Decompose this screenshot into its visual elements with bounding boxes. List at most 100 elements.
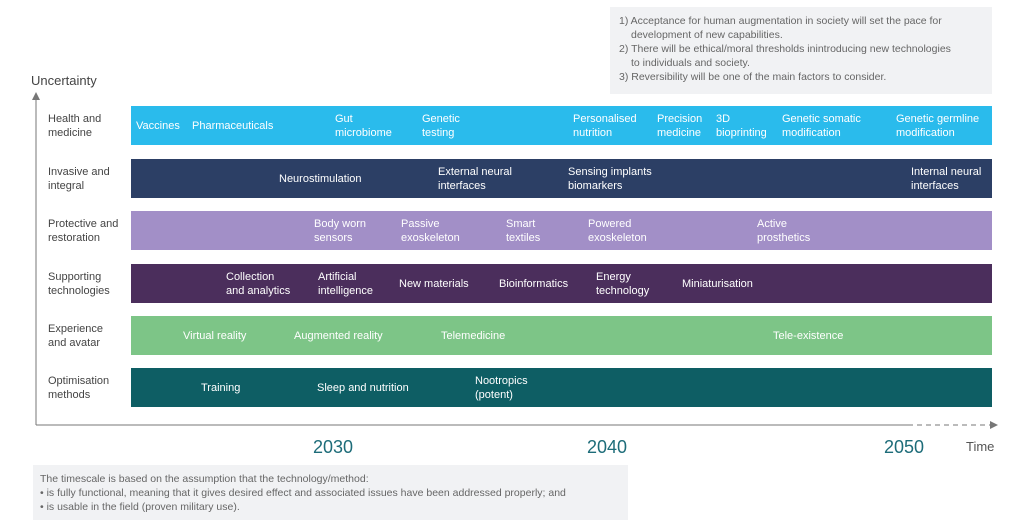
- technology-item: Nootropics (potent): [475, 374, 528, 402]
- note-line: development of new capabilities.: [631, 29, 783, 41]
- technology-item: Energy technology: [596, 270, 649, 298]
- item-line: Powered: [588, 217, 632, 230]
- row-label-line: Experience: [48, 323, 104, 335]
- item-line: Neurostimulation: [279, 172, 362, 185]
- technology-item: Tele-existence: [773, 329, 843, 343]
- item-line: Energy: [596, 270, 631, 283]
- item-line: (potent): [475, 388, 513, 401]
- item-line: Collection: [226, 270, 275, 283]
- technology-item: Pharmaceuticals: [192, 119, 273, 133]
- row-label: Invasive and integral: [48, 165, 130, 193]
- timescale-note: The timescale is based on the assumption…: [33, 465, 628, 520]
- technology-item: Genetic germline modification: [896, 112, 979, 140]
- item-line: Genetic somatic: [782, 112, 861, 125]
- category-bar: [131, 264, 992, 303]
- technology-item: Miniaturisation: [682, 277, 753, 291]
- item-line: modification: [896, 126, 955, 139]
- item-line: interfaces: [438, 179, 486, 192]
- technology-item: External neural interfaces: [438, 165, 512, 193]
- technology-item: Precision medicine: [657, 112, 702, 140]
- year-label: 2040: [587, 437, 628, 457]
- footnote-line: • is fully functional, meaning that it g…: [40, 487, 566, 499]
- technology-item: Neurostimulation: [279, 172, 362, 186]
- row-label: Protective and restoration: [48, 217, 130, 245]
- technology-item: Smart textiles: [506, 217, 540, 245]
- year-label: 2050: [884, 437, 925, 457]
- year-label: 2030: [313, 437, 354, 457]
- row-label-line: and avatar: [48, 337, 100, 349]
- y-arrow: [32, 92, 40, 100]
- item-line: Vaccines: [136, 119, 180, 132]
- item-line: Personalised: [573, 112, 637, 125]
- technology-item: Sensing implants biomarkers: [568, 165, 652, 193]
- item-line: Miniaturisation: [682, 277, 753, 290]
- row-label-line: Optimisation: [48, 375, 110, 387]
- item-line: Sensing implants: [568, 165, 652, 178]
- item-line: exoskeleton: [588, 231, 647, 244]
- x-arrow: [990, 421, 998, 429]
- technology-item: Powered exoskeleton: [588, 217, 647, 245]
- item-line: medicine: [657, 126, 702, 139]
- item-line: modification: [782, 126, 841, 139]
- row-label-line: medicine: [48, 127, 93, 139]
- item-line: Passive: [401, 217, 440, 230]
- item-line: bioprinting: [716, 126, 767, 139]
- technology-item: Personalised nutrition: [573, 112, 637, 140]
- item-line: sensors: [314, 231, 353, 244]
- item-line: Virtual reality: [183, 329, 247, 342]
- item-line: nutrition: [573, 126, 613, 139]
- row-label: Experience and avatar: [48, 322, 130, 350]
- item-line: Artificial: [318, 270, 357, 283]
- technology-item: Telemedicine: [441, 329, 505, 343]
- item-line: Augmented reality: [294, 329, 383, 342]
- technology-item: Training: [201, 381, 240, 395]
- technology-item: New materials: [399, 277, 469, 291]
- item-line: Bioinformatics: [499, 277, 569, 290]
- technology-item: Augmented reality: [294, 329, 383, 343]
- item-line: Telemedicine: [441, 329, 506, 342]
- item-line: Pharmaceuticals: [192, 119, 274, 132]
- footnote-line: • is usable in the field (proven militar…: [40, 501, 240, 513]
- item-line: Sleep and nutrition: [317, 381, 409, 394]
- category-bar: [131, 106, 992, 145]
- note-line: 3) Reversibility will be one of the main…: [619, 71, 887, 83]
- item-line: Body worn: [314, 217, 366, 230]
- technology-item: Passive exoskeleton: [401, 217, 460, 245]
- row-label-line: restoration: [48, 232, 100, 244]
- row-label-line: Supporting: [48, 271, 102, 283]
- category-bar: [131, 159, 992, 198]
- y-axis-label: Uncertainty: [31, 73, 97, 88]
- item-line: testing: [422, 126, 455, 139]
- technology-item: Bioinformatics: [499, 277, 568, 291]
- assumption-notes: 1) Acceptance for human augmentation in …: [610, 7, 992, 94]
- item-line: Genetic: [422, 112, 460, 125]
- technology-item: Collection and analytics: [226, 270, 290, 298]
- row-label-line: Protective and: [48, 218, 119, 230]
- item-line: Active: [757, 217, 787, 230]
- item-line: Gut: [335, 112, 353, 125]
- row-label: Supporting technologies: [48, 270, 130, 298]
- item-line: Nootropics: [475, 374, 528, 387]
- item-line: New materials: [399, 277, 469, 290]
- note-line: 2) There will be ethical/moral threshold…: [619, 43, 951, 55]
- technology-item: Virtual reality: [183, 329, 246, 343]
- technology-item: Artificial intelligence: [318, 270, 373, 298]
- technology-item: Internal neural interfaces: [911, 165, 981, 193]
- category-bar: [131, 368, 992, 407]
- technology-item: Sleep and nutrition: [317, 381, 409, 395]
- technology-item: Genetic somatic modification: [782, 112, 861, 140]
- item-line: 3D: [716, 112, 731, 125]
- item-line: prosthetics: [757, 231, 811, 244]
- category-bar: [131, 316, 992, 355]
- category-bar: [131, 211, 992, 250]
- item-line: microbiome: [335, 126, 392, 139]
- technology-item: Body worn sensors: [314, 217, 366, 245]
- item-line: intelligence: [318, 284, 374, 297]
- row-label-line: technologies: [48, 285, 110, 297]
- row-label: Health and medicine: [48, 112, 130, 140]
- technology-item: Gut microbiome: [335, 112, 392, 140]
- technology-item: Active prosthetics: [757, 217, 810, 245]
- item-line: exoskeleton: [401, 231, 460, 244]
